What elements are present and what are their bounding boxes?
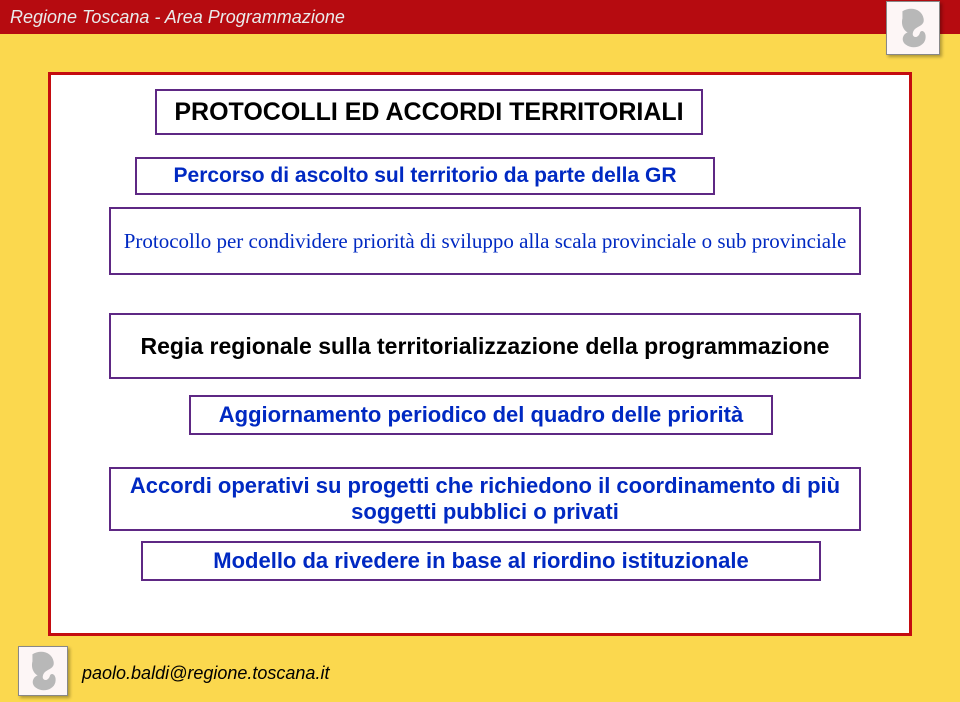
accordi-text: Accordi operativi su progetti che richie…: [121, 473, 849, 526]
footer-email: paolo.baldi@regione.toscana.it: [82, 663, 329, 684]
regia-text: Regia regionale sulla territorializzazio…: [141, 333, 830, 360]
logo-top-right: [886, 1, 940, 55]
header-bar: Regione Toscana - Area Programmazione: [0, 0, 960, 34]
percorso-box: Percorso di ascolto sul territorio da pa…: [135, 157, 715, 195]
regia-box: Regia regionale sulla territorializzazio…: [109, 313, 861, 379]
title-box: PROTOCOLLI ED ACCORDI TERRITORIALI: [155, 89, 703, 135]
protocollo-text: Protocollo per condividere priorità di s…: [124, 229, 847, 254]
slide-title: PROTOCOLLI ED ACCORDI TERRITORIALI: [174, 98, 683, 127]
main-panel: PROTOCOLLI ED ACCORDI TERRITORIALI Perco…: [48, 72, 912, 636]
header-title: Regione Toscana - Area Programmazione: [10, 7, 345, 28]
modello-box: Modello da rivedere in base al riordino …: [141, 541, 821, 581]
agg-box: Aggiornamento periodico del quadro delle…: [189, 395, 773, 435]
logo-bottom-left: [18, 646, 68, 696]
protocollo-box: Protocollo per condividere priorità di s…: [109, 207, 861, 275]
agg-text: Aggiornamento periodico del quadro delle…: [219, 402, 743, 428]
accordi-box: Accordi operativi su progetti che richie…: [109, 467, 861, 531]
percorso-text: Percorso di ascolto sul territorio da pa…: [174, 164, 677, 188]
modello-text: Modello da rivedere in base al riordino …: [213, 548, 748, 574]
